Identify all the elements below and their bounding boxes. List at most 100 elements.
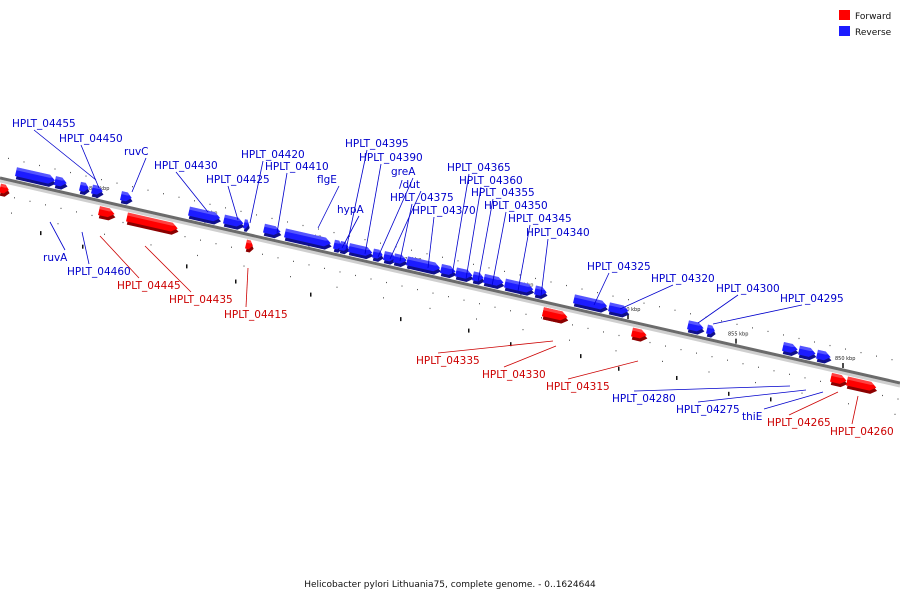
gene-leader-line (491, 211, 507, 287)
gene-reverse[interactable] (705, 324, 717, 339)
gene-forward[interactable] (829, 372, 849, 389)
gene-reverse[interactable] (187, 206, 222, 226)
gene-reverse[interactable] (781, 341, 800, 357)
gene-leader-line (144, 245, 192, 293)
gene-forward[interactable] (630, 327, 649, 342)
gene-reverse[interactable] (347, 243, 375, 260)
gene-reverse[interactable] (53, 176, 69, 191)
gene-forward[interactable] (125, 212, 180, 236)
gene-reverse[interactable] (797, 345, 818, 362)
gene-leader-line (389, 190, 422, 260)
gene-reverse[interactable] (222, 214, 246, 232)
gene-leader-line (593, 272, 610, 306)
gene-leader-line (465, 186, 482, 280)
gene-reverse[interactable] (14, 167, 57, 188)
gene-label[interactable]: HPLT_04430 (154, 160, 218, 172)
gene-label[interactable]: HPLT_04420 (241, 149, 305, 161)
gene-label[interactable]: HPLT_04295 (780, 293, 844, 305)
gene-label[interactable]: HPLT_04300 (716, 283, 780, 295)
gene-label[interactable]: HPLT_04325 (587, 261, 651, 273)
axis-tick-label: 850 kbp (835, 356, 855, 362)
gene-leader-line (503, 345, 557, 368)
gene-reverse[interactable] (392, 253, 409, 268)
gene-reverse[interactable] (405, 256, 442, 276)
gene-label[interactable]: HPLT_04390 (359, 152, 423, 164)
gene-label[interactable]: HPLT_04410 (265, 161, 329, 173)
gene-reverse[interactable] (439, 263, 458, 279)
genome-axis-shadow (0, 179, 900, 388)
gene-reverse[interactable] (90, 184, 105, 199)
gene-forward[interactable] (541, 307, 570, 325)
gene-forward[interactable] (244, 239, 255, 254)
gene-label[interactable]: HPLT_04340 (526, 227, 590, 239)
gene-leader-line (131, 157, 147, 193)
gene-leader-line (619, 284, 674, 310)
legend-swatch-reverse (839, 26, 850, 36)
gene-label[interactable]: HPLT_04330 (482, 369, 546, 381)
gene-leader-line (712, 304, 803, 325)
gene-reverse[interactable] (119, 191, 134, 206)
gene-leader-line (788, 391, 839, 416)
gene-label[interactable]: HPLT_04415 (224, 309, 288, 321)
gene-label[interactable]: HPLT_04445 (117, 280, 181, 292)
axis-tick-label: 855 kbp (728, 332, 748, 338)
gene-label[interactable]: HPLT_04350 (484, 200, 548, 212)
gene-label[interactable]: HPLT_04435 (169, 294, 233, 306)
gene-label[interactable]: ruvA (43, 252, 68, 264)
gene-label[interactable]: HPLT_04265 (767, 417, 831, 429)
gene-leader-line (227, 185, 239, 221)
gene-leader-line (249, 160, 264, 224)
genes-reverse-group (14, 167, 833, 365)
gene-reverse[interactable] (572, 294, 609, 314)
gene-reverse[interactable] (262, 223, 283, 240)
gene-label[interactable]: ruvC (124, 146, 149, 158)
gene-reverse[interactable] (686, 320, 706, 336)
gene-leader-line (80, 144, 100, 189)
gene-leader-line (633, 385, 791, 392)
gene-label[interactable]: HPLT_04395 (345, 138, 409, 150)
gene-label[interactable]: HPLT_04360 (459, 175, 523, 187)
gene-reverse[interactable] (78, 181, 91, 196)
gene-leader-line (317, 185, 340, 229)
gene-label[interactable]: HPLT_04450 (59, 133, 123, 145)
gene-leader-line (697, 294, 739, 324)
gene-label[interactable]: HPLT_04355 (471, 187, 535, 199)
gene-reverse[interactable] (607, 302, 631, 319)
gene-label[interactable]: HPLT_04260 (830, 426, 894, 438)
gene-leader-line (477, 198, 494, 283)
gene-label[interactable]: HPLT_04280 (612, 393, 676, 405)
gene-reverse[interactable] (242, 219, 251, 232)
gene-label[interactable]: HPLT_04315 (546, 381, 610, 393)
gene-label[interactable]: HPLT_04345 (508, 213, 572, 225)
gene-label[interactable]: HPLT_04370 (412, 205, 476, 217)
gene-label[interactable]: HPLT_04365 (447, 162, 511, 174)
gene-reverse[interactable] (454, 267, 475, 283)
gene-label[interactable]: thiE (742, 411, 762, 423)
gene-label[interactable]: HPLT_04335 (416, 355, 480, 367)
gene-forward[interactable] (845, 376, 878, 395)
gene-label[interactable]: HPLT_04320 (651, 273, 715, 285)
gene-label[interactable]: HPLT_04455 (12, 118, 76, 130)
gene-label[interactable]: HPLT_04275 (676, 404, 740, 416)
gene-label[interactable]: HPLT_04460 (67, 266, 131, 278)
gene-reverse[interactable] (815, 349, 833, 365)
gene-label[interactable]: HPLT_04375 (390, 192, 454, 204)
genome-caption: Helicobacter pylori Lithuania75, complet… (304, 580, 596, 590)
gene-label[interactable]: HPLT_04425 (206, 174, 270, 186)
gene-forward[interactable] (0, 183, 11, 198)
gene-reverse[interactable] (332, 239, 344, 254)
gene-label[interactable]: /dut (399, 179, 420, 191)
legend-label-reverse: Reverse (855, 28, 892, 38)
gene-leader-line (851, 395, 859, 425)
gene-label[interactable]: hypA (337, 204, 365, 216)
gene-label[interactable]: greA (391, 166, 416, 178)
gene-forward[interactable] (97, 206, 117, 222)
gene-leader-line (341, 215, 360, 249)
gene-reverse[interactable] (283, 228, 333, 251)
gene-leader-line (364, 163, 382, 255)
legend: Forward Reverse (839, 10, 892, 38)
gene-leader-line (451, 173, 470, 277)
gene-label[interactable]: flgE (317, 174, 337, 186)
gene-leader-line (697, 389, 807, 403)
gene-leader-line (99, 235, 140, 279)
